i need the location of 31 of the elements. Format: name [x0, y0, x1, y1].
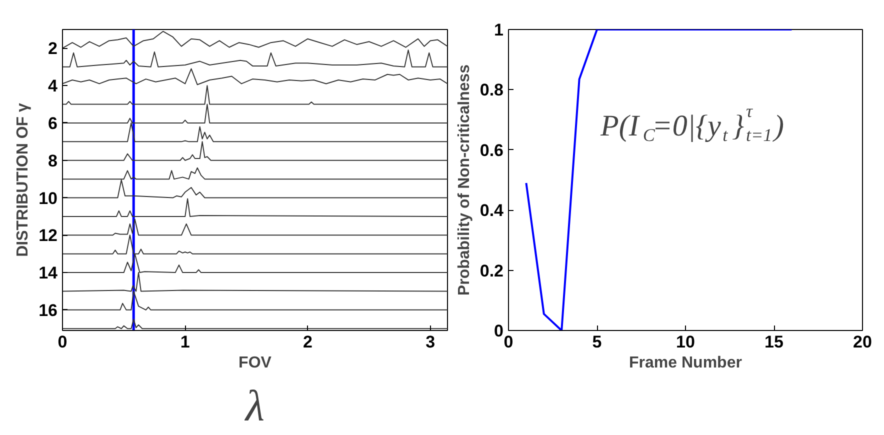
- x-tick-label: 5: [592, 332, 602, 352]
- x-tick-label: 10: [676, 332, 695, 352]
- line-series: [62, 68, 448, 86]
- y-tick-label: 0.4: [480, 201, 504, 220]
- y-tick-label: 12: [38, 226, 58, 246]
- line-series: [62, 198, 448, 217]
- y-tick-label: 0.8: [480, 80, 504, 100]
- y-tick-label: 6: [48, 114, 58, 133]
- x-tick-label: 3: [426, 332, 436, 352]
- x-axis-title: FOV: [238, 354, 272, 372]
- y-tick-label: 16: [38, 300, 58, 320]
- y-axis-title: Probability of Non-criticalness: [456, 64, 473, 296]
- y-tick-label: 1: [494, 20, 504, 40]
- x-tick-label: 1: [180, 332, 190, 352]
- x-tick-label: 2: [302, 332, 312, 352]
- line-series: [62, 218, 448, 236]
- y-tick-label: 10: [38, 188, 58, 208]
- text: λ: [243, 382, 265, 430]
- y-tick-label: 0.2: [480, 261, 504, 280]
- y-axis-title: DISTRIBUTION OF γ: [14, 103, 32, 257]
- x-tick-label: 20: [853, 332, 872, 352]
- y-tick-label: 2: [48, 39, 58, 58]
- y-tick-label: 0.6: [480, 140, 504, 160]
- x-tick-label: 15: [764, 332, 784, 352]
- line-series: [62, 30, 448, 49]
- line-series: [62, 50, 448, 68]
- y-tick-label: 14: [38, 264, 58, 283]
- x-axis-title: Frame Number: [629, 354, 742, 372]
- y-tick-label: 4: [48, 76, 58, 96]
- line-series: [525, 30, 793, 330]
- y-tick-label: 8: [48, 151, 58, 170]
